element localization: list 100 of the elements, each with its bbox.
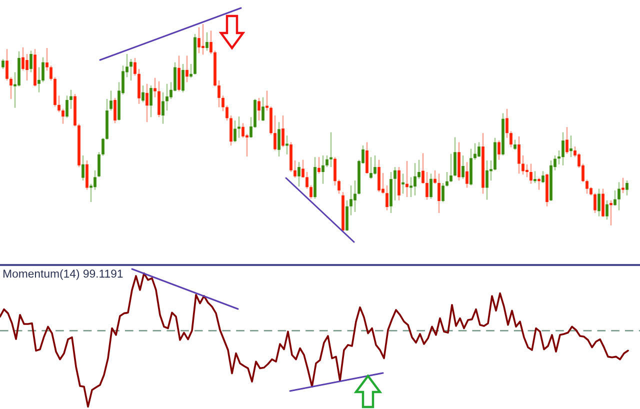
candlestick: [206, 32, 208, 52]
candlestick: [2, 58, 4, 70]
candlestick: [434, 170, 436, 184]
candlestick: [62, 108, 64, 124]
candlestick: [134, 57, 136, 76]
candlestick: [534, 170, 536, 184]
candlestick: [498, 140, 500, 160]
candlestick: [98, 151, 100, 178]
candlestick: [422, 152, 424, 184]
candlestick: [350, 184, 352, 216]
candlestick: [130, 58, 132, 82]
candlestick: [242, 122, 244, 139]
candlestick: [178, 54, 180, 92]
candlestick: [462, 154, 464, 180]
candlestick: [198, 26, 200, 54]
candlestick: [102, 137, 104, 157]
candlestick: [626, 180, 628, 196]
candlestick: [70, 89, 72, 110]
candlestick: [30, 50, 32, 73]
candlestick: [378, 159, 380, 193]
candlestick: [310, 184, 312, 200]
candlestick: [594, 192, 596, 214]
candlestick: [514, 139, 516, 151]
candlestick: [330, 132, 332, 168]
candlestick: [338, 178, 340, 194]
candlestick: [38, 66, 40, 94]
candlestick: [150, 84, 152, 118]
candlestick: [366, 142, 368, 174]
candlestick: [66, 94, 68, 118]
candlestick: [182, 63, 184, 94]
candlestick: [486, 160, 488, 200]
candlestick: [374, 154, 376, 176]
candlestick: [322, 154, 324, 184]
candlestick: [110, 90, 112, 112]
candlestick: [10, 76, 12, 100]
candlestick: [602, 188, 604, 218]
candlestick: [258, 97, 260, 122]
candlestick: [522, 154, 524, 176]
candlestick: [438, 172, 440, 214]
candlestick: [414, 162, 416, 196]
candlestick: [478, 142, 480, 158]
candlestick: [510, 130, 512, 148]
candlestick: [442, 182, 444, 203]
candlestick: [466, 161, 468, 188]
candlestick: [218, 80, 220, 108]
candlestick: [394, 166, 396, 202]
candlestick: [50, 64, 52, 82]
candlestick: [318, 156, 320, 174]
candlestick: [286, 134, 288, 156]
candlestick: [22, 46, 24, 72]
candlestick: [146, 83, 148, 123]
candlestick: [298, 161, 300, 188]
candlestick: [446, 171, 448, 188]
candlestick: [294, 160, 296, 178]
candlestick: [278, 121, 280, 158]
candlestick: [370, 156, 372, 180]
candlestick: [210, 30, 212, 55]
candlestick: [354, 180, 356, 213]
candlestick: [538, 177, 540, 190]
candlestick: [614, 190, 616, 206]
candlestick: [386, 184, 388, 211]
candlestick: [46, 47, 48, 72]
candlestick: [610, 200, 612, 226]
candlestick: [266, 90, 268, 112]
candlestick: [274, 114, 276, 152]
candlestick: [402, 172, 404, 194]
candlestick: [94, 170, 96, 190]
candlestick: [518, 136, 520, 174]
candlestick: [450, 153, 452, 183]
candlestick: [526, 164, 528, 178]
candlestick: [238, 116, 240, 139]
candlestick: [598, 188, 600, 217]
candlestick: [142, 84, 144, 103]
candlestick: [562, 132, 564, 166]
candlestick: [586, 178, 588, 194]
candlestick: [222, 94, 224, 112]
candlestick: [306, 171, 308, 190]
candlestick: [618, 181, 620, 211]
candlestick: [234, 120, 236, 143]
candlestick: [154, 77, 156, 98]
candlestick: [622, 177, 624, 194]
candlestick: [426, 171, 428, 200]
candlestick: [506, 108, 508, 139]
candlestick: [86, 160, 88, 190]
candlestick: [606, 200, 608, 220]
candlestick: [542, 170, 544, 184]
candlestick: [566, 126, 568, 154]
candlestick: [530, 163, 532, 184]
candlestick: [406, 160, 408, 198]
candlestick: [58, 94, 60, 113]
annotation: Momentum(14) 99.1191: [3, 269, 123, 280]
candlestick: [226, 104, 228, 122]
candlestick: [6, 48, 8, 82]
candlestick: [230, 114, 232, 146]
candlestick: [114, 97, 116, 124]
candlestick: [166, 83, 168, 112]
candlestick: [282, 114, 284, 148]
candlestick: [430, 172, 432, 200]
candlestick: [474, 142, 476, 160]
candlestick: [202, 23, 204, 56]
